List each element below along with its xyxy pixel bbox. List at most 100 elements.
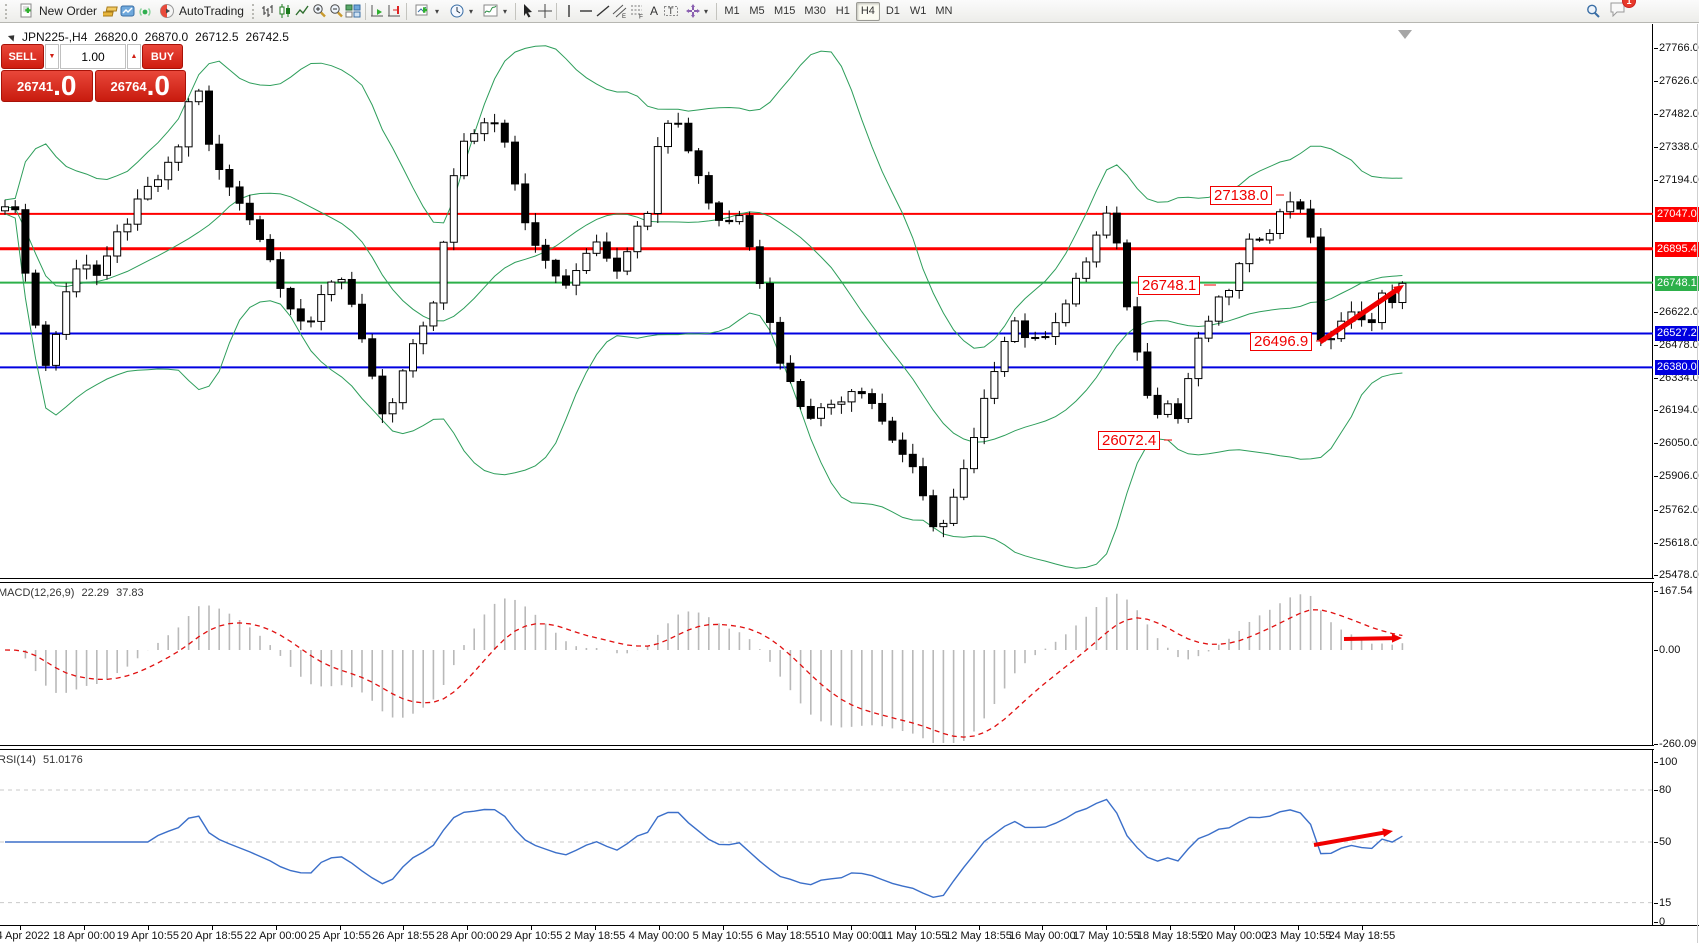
market-watch-icon[interactable]: [102, 3, 119, 20]
volume-increase-button[interactable]: ▲: [127, 44, 141, 69]
equidistant-channel-icon[interactable]: E: [611, 3, 628, 20]
templates-button[interactable]: ▾: [478, 1, 512, 22]
bull-candle: [388, 402, 397, 415]
sell-price-display[interactable]: 26741.0: [1, 70, 93, 102]
time-tick: [467, 926, 469, 930]
timeframe-toolbar: M1 M5 M15 M30 H1 H4 D1 W1 MN: [720, 1, 956, 21]
axis-tick: [1654, 903, 1658, 904]
search-icon[interactable]: [1584, 3, 1601, 20]
buy-price-display[interactable]: 26764.0: [94, 70, 186, 102]
toolbar-drag-handle[interactable]: [251, 3, 257, 19]
bear-candle: [868, 393, 876, 404]
price-annotation-26496.9[interactable]: 26496.9: [1250, 332, 1313, 351]
new-chart-button[interactable]: ▾: [410, 1, 444, 22]
panel-divider[interactable]: [0, 745, 1699, 750]
bull-candle: [592, 241, 601, 254]
price-axis[interactable]: 27766.0 27626.0 27482.0 27338.0 27194.0 26622…: [1654, 24, 1699, 928]
macd-canvas[interactable]: [0, 583, 1653, 746]
volume-field[interactable]: 1.00: [60, 44, 126, 69]
candlestick-chart-icon[interactable]: [277, 3, 294, 20]
bollinger-lower-band[interactable]: [4, 213, 1403, 569]
macd-signal-value: 37.83: [116, 587, 144, 599]
bear-candle: [358, 303, 366, 340]
new-order-label: New Order: [39, 4, 98, 18]
autotrading-button[interactable]: AutoTrading: [153, 1, 249, 22]
bull-candle: [1194, 337, 1203, 380]
terminal-icon[interactable]: [119, 3, 136, 20]
chart-collapse-icon[interactable]: [7, 32, 18, 42]
bear-candle: [500, 122, 509, 143]
horizontal-line-icon[interactable]: [577, 3, 594, 20]
macd-panel[interactable]: MACD(12,26,9) 22.29 37.83: [0, 583, 1653, 746]
time-axis-label: 24 May 18:55: [1328, 930, 1396, 942]
panel-divider[interactable]: [0, 578, 1699, 583]
bull-candle: [439, 241, 448, 304]
bear-candle: [541, 244, 550, 261]
price-axis-label: 26478.0: [1659, 338, 1699, 351]
bar-chart-icon[interactable]: [260, 3, 277, 20]
rsi-panel[interactable]: RSI(14) 51.0176: [0, 750, 1653, 925]
templates-icon: [483, 3, 500, 20]
fibonacci-icon[interactable]: F: [628, 3, 645, 20]
toolbar-drag-handle[interactable]: [5, 3, 10, 19]
bollinger-upper-band[interactable]: [4, 45, 1403, 349]
timeframe-h1[interactable]: H1: [835, 5, 850, 17]
line-chart-icon[interactable]: [294, 3, 311, 20]
rsi-canvas[interactable]: [0, 750, 1653, 925]
price-annotation-26748.1[interactable]: 26748.1: [1138, 276, 1201, 295]
price-axis-label: 27766.0: [1659, 42, 1699, 55]
bear-candle: [704, 175, 713, 204]
text-icon[interactable]: A: [645, 3, 662, 20]
trend-arrow-macd[interactable]: [1343, 636, 1397, 641]
trendline-icon[interactable]: [594, 3, 611, 20]
zoom-in-icon[interactable]: [311, 3, 328, 20]
bear-candle: [919, 466, 927, 497]
periods-button[interactable]: ▾: [444, 1, 478, 22]
text-label-icon[interactable]: T: [662, 3, 679, 20]
trend-arrow-main[interactable]: [1318, 286, 1401, 345]
trend-arrow-rsi[interactable]: [1313, 830, 1388, 847]
axis-tick: [1654, 443, 1658, 445]
main-chart-panel[interactable]: JPN225-,H4 26820.0 26870.0 26712.5 26742…: [0, 24, 1653, 578]
zoom-out-icon[interactable]: [328, 3, 345, 20]
price-axis-label: 0.00: [1659, 644, 1681, 656]
axis-tick: [1654, 179, 1658, 181]
macd-signal-line[interactable]: [4, 609, 1403, 738]
chart-shift-marker[interactable]: [1398, 30, 1412, 39]
arrows-button[interactable]: ▾: [679, 1, 713, 22]
rsi-line[interactable]: [5, 798, 1403, 899]
timeframe-h4[interactable]: H4: [855, 1, 880, 21]
volume-decrease-button[interactable]: ▼: [45, 44, 59, 69]
buy-button[interactable]: BUY: [142, 44, 183, 69]
time-tick: [211, 926, 213, 930]
axis-tick: [1654, 113, 1658, 115]
timeframe-m15[interactable]: M15: [774, 5, 796, 17]
auto-scroll-icon[interactable]: [369, 3, 386, 20]
sell-button[interactable]: SELL: [1, 44, 44, 69]
time-axis-label: 23 May 10:55: [1264, 930, 1332, 942]
bear-candle: [786, 362, 795, 382]
price-annotation-27138.0[interactable]: 27138.0: [1210, 186, 1273, 205]
timeframe-d1[interactable]: D1: [885, 5, 900, 17]
bull-candle: [1214, 296, 1223, 322]
crosshair-icon[interactable]: [536, 3, 553, 20]
timeframe-mn[interactable]: MN: [935, 5, 953, 17]
signals-icon[interactable]: [136, 3, 153, 20]
bollinger-middle-band[interactable]: [4, 192, 1403, 443]
timeframe-m30[interactable]: M30: [804, 5, 826, 17]
tile-windows-icon[interactable]: [345, 3, 362, 20]
ohlc-low: 26712.5: [195, 30, 239, 44]
timeframe-w1[interactable]: W1: [909, 5, 927, 17]
chat-button[interactable]: 1: [1609, 0, 1636, 22]
timeframe-m5[interactable]: M5: [749, 5, 765, 17]
chart-shift-icon[interactable]: [386, 3, 403, 20]
vertical-line-icon[interactable]: [560, 3, 577, 20]
price-annotation-26072.4[interactable]: 26072.4: [1098, 431, 1161, 450]
price-chart-canvas[interactable]: [0, 24, 1653, 578]
new-order-button[interactable]: New Order: [13, 1, 102, 22]
cursor-icon[interactable]: [519, 3, 536, 20]
price-axis-label: 26050.0: [1659, 437, 1699, 450]
svg-text:T: T: [668, 6, 674, 16]
timeframe-m1[interactable]: M1: [724, 5, 740, 17]
